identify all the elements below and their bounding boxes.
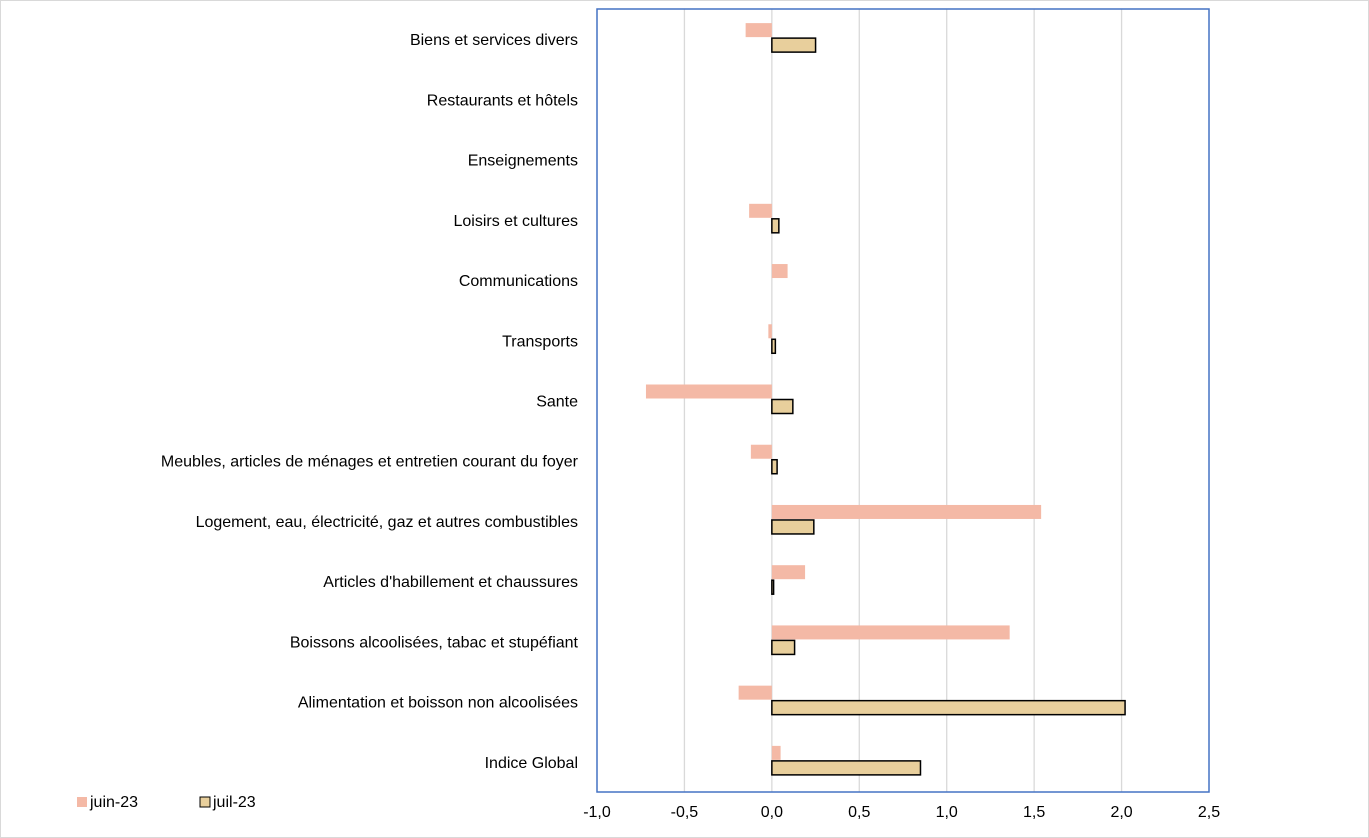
- bar-juin-23: [771, 745, 781, 760]
- category-label: Indice Global: [485, 755, 578, 772]
- category-label: Sante: [536, 394, 578, 411]
- category-label: Boissons alcoolisées, tabac et stupéfian…: [290, 634, 579, 651]
- bar-juil-23: [771, 398, 794, 415]
- bar-juin-23: [771, 565, 806, 580]
- bar-juil-23: [771, 639, 796, 656]
- bar-juin-23: [738, 685, 772, 700]
- category-label: Articles d'habillement et chaussures: [323, 574, 578, 591]
- x-tick-label: -0,5: [671, 804, 699, 821]
- bar-juin-23: [771, 625, 1010, 640]
- x-tick-label: 0,5: [848, 804, 870, 821]
- bar-juil-23: [771, 699, 1126, 716]
- bar-juin-23: [745, 23, 772, 38]
- category-label: Alimentation et boisson non alcoolisées: [298, 695, 578, 712]
- bar-juil-23: [771, 338, 777, 355]
- bar-juil-23: [771, 519, 815, 535]
- bar-juil-23: [771, 37, 817, 53]
- bar-juin-23: [750, 444, 772, 459]
- bar-juin-23: [749, 203, 772, 218]
- bar-juin-23: [768, 324, 772, 339]
- category-label: Communications: [459, 273, 578, 290]
- bar-juin-23: [771, 264, 788, 279]
- category-label: Restaurants et hôtels: [427, 92, 578, 109]
- category-label: Meubles, articles de ménages et entretie…: [161, 454, 579, 471]
- legend-label-juin-23: juin-23: [89, 794, 138, 811]
- category-label: Enseignements: [468, 153, 578, 170]
- legend-swatch-juin-23: [77, 797, 87, 807]
- x-tick-label: -1,0: [583, 804, 611, 821]
- plot-area-border: [596, 8, 1210, 793]
- category-label: Transports: [502, 333, 578, 350]
- bar-juin-23: [771, 504, 1042, 519]
- bar-juin-23: [645, 384, 772, 399]
- bar-juil-23: [771, 458, 778, 475]
- x-tick-label: 2,0: [1110, 804, 1132, 821]
- x-tick-label: 1,5: [1023, 804, 1045, 821]
- x-tick-label: 2,5: [1198, 804, 1220, 821]
- bar-juil-23: [771, 579, 775, 595]
- category-label: Logement, eau, électricité, gaz et autre…: [196, 514, 578, 531]
- x-tick-label: 1,0: [936, 804, 958, 821]
- legend-label-juil-23: juil-23: [212, 794, 256, 811]
- legend-swatch-juil-23: [199, 796, 211, 808]
- x-tick-label: 0,0: [761, 804, 783, 821]
- category-label: Biens et services divers: [410, 32, 578, 49]
- bar-juil-23: [771, 218, 780, 234]
- category-label: Loisirs et cultures: [454, 213, 579, 230]
- bar-juil-23: [771, 760, 922, 776]
